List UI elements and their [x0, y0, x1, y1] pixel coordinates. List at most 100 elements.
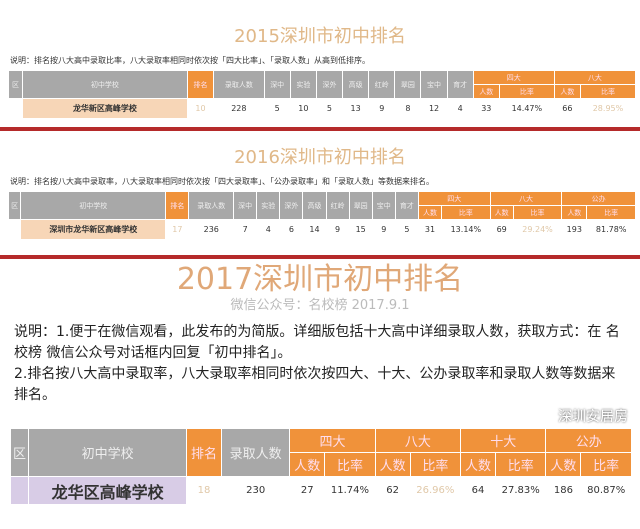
cell: 81.78%	[586, 219, 636, 240]
cell: 31	[417, 219, 443, 240]
ranking-2017: 2017深圳市初中排名 微信公众号：名校榜 2017.9.1 说明：1.便于在微…	[0, 260, 640, 529]
h: 公办	[545, 428, 632, 453]
title-2017: 2017深圳市初中排名	[176, 262, 464, 297]
school-name: 龙华新区高峰学校	[21, 98, 188, 119]
cell: 4	[256, 219, 281, 240]
h: 比率	[498, 84, 555, 99]
cell: 15	[348, 219, 373, 240]
school-name: 龙华区高峰学校	[28, 476, 188, 505]
h: 深外	[315, 70, 344, 99]
note2: 2.排名按八大高中录取率，八大录取率相同时依次按四大、十大、公办录取率和录取人数…	[14, 366, 616, 403]
cell: 14.47%	[498, 98, 555, 119]
h: 比率	[441, 205, 491, 220]
ranking-2015: 2015深圳市初中排名 说明：排名按八大高中录取比率，八大录取率相同时依次按「四…	[0, 0, 640, 127]
h: 红岭	[368, 70, 396, 99]
h: 宝中	[371, 191, 396, 220]
table-row: 龙华新区高峰学校 10 228 5 10 5 13 9 8 12 4 33 14…	[8, 98, 637, 119]
cell: 236	[188, 219, 235, 240]
table-row: 深圳市龙华新区高峰学校 17 236 7 4 6 14 9 15 9 5 31 …	[7, 219, 636, 240]
h: 初中学校	[21, 70, 188, 99]
cell: 33	[472, 98, 500, 119]
cell: 80.87%	[580, 476, 632, 505]
cell: 230	[220, 476, 291, 505]
h: 排名	[186, 70, 215, 99]
h: 实验	[289, 70, 317, 99]
cell: 9	[371, 219, 396, 240]
cell: 27.83%	[494, 476, 547, 505]
note-2016: 说明：排名按八大高中录取率，八大录取率相同时依次按「四大录取率」、「公办录取率」…	[10, 177, 434, 186]
cell: 28.95%	[579, 98, 637, 119]
h: 深外	[279, 191, 304, 220]
h: 实验	[256, 191, 281, 220]
h: 人数	[289, 452, 326, 477]
h: 红岭	[325, 191, 350, 220]
cell	[9, 476, 30, 505]
h: 八大	[374, 428, 462, 453]
h: 人数	[561, 205, 588, 220]
h: 人数	[417, 205, 443, 220]
cell: 29.24%	[512, 219, 563, 240]
notes-2017: 说明：1.便于在微信观看，此发布的为简版。详细版包括十大高中详细录取人数，获取方…	[0, 314, 640, 406]
h: 四大	[417, 191, 491, 206]
h: 人数	[472, 84, 500, 99]
cell: 9	[368, 98, 396, 119]
cell: 5	[263, 98, 291, 119]
cell: 228	[213, 98, 265, 119]
h: 比率	[579, 84, 637, 99]
divider	[0, 255, 640, 259]
h: 排名	[165, 191, 190, 220]
h: 翠园	[348, 191, 373, 220]
h: 区	[7, 191, 22, 220]
divider	[0, 127, 640, 131]
cell: 14	[302, 219, 327, 240]
subtitle-2017: 微信公众号：名校榜 2017.9.1	[230, 298, 410, 313]
h: 深中	[263, 70, 291, 99]
table-row: 龙华区高峰学校 18 230 27 11.74% 62 26.96% 64 27…	[9, 476, 632, 505]
cell: 5	[315, 98, 344, 119]
table-2016: 区 初中学校 排名 录取人数 深中 实验 深外 高级 红岭 翠园 宝中 育才 四…	[7, 191, 636, 240]
watermark-row: 深圳安居房	[0, 406, 640, 428]
cell	[7, 219, 22, 240]
h: 比率	[512, 205, 563, 220]
h: 比率	[324, 452, 376, 477]
school-name: 深圳市龙华新区高峰学校	[20, 219, 167, 240]
h: 翠园	[394, 70, 422, 99]
h: 深中	[233, 191, 258, 220]
ranking-2016: 2016深圳市初中排名 说明：排名按八大高中录取率，八大录取率相同时依次按「四大…	[0, 131, 640, 255]
cell: 64	[460, 476, 496, 505]
cell: 12	[420, 98, 448, 119]
h: 八大	[489, 191, 563, 206]
cell: 27	[289, 476, 326, 505]
note1: 说明：1.便于在微信观看，此发布的为简版。详细版包括十大高中详细录取人数，获取方…	[14, 324, 620, 361]
cell: 18	[186, 476, 222, 505]
cell: 66	[553, 98, 581, 119]
h: 比率	[409, 452, 462, 477]
h: 高级	[342, 70, 370, 99]
h: 人数	[460, 452, 496, 477]
watermark: 深圳安居房	[558, 409, 628, 425]
cell: 10	[186, 98, 215, 119]
h: 八大	[553, 70, 637, 85]
table-2015: 区 初中学校 排名 录取人数 深中 实验 深外 高级 红岭 翠园 宝中 育才 四…	[8, 70, 637, 119]
cell: 26.96%	[409, 476, 462, 505]
h: 十大	[460, 428, 547, 453]
cell: 11.74%	[324, 476, 376, 505]
h: 区	[9, 428, 30, 477]
cell: 9	[325, 219, 350, 240]
cell: 193	[561, 219, 588, 240]
cell: 62	[374, 476, 411, 505]
title-2016: 2016深圳市初中排名	[234, 147, 406, 168]
h: 比率	[494, 452, 547, 477]
h: 初中学校	[28, 428, 188, 477]
h: 人数	[374, 452, 411, 477]
h: 排名	[186, 428, 222, 477]
h: 录取人数	[213, 70, 265, 99]
h: 比率	[580, 452, 632, 477]
note-2015: 说明：排名按八大高中录取比率，八大录取率相同时依次按「四大比率」、「录取人数」从…	[10, 56, 370, 65]
cell: 13	[342, 98, 370, 119]
h: 公办	[561, 191, 636, 206]
cell: 13.14%	[441, 219, 491, 240]
cell	[8, 98, 23, 119]
h: 比率	[586, 205, 636, 220]
cell: 69	[489, 219, 514, 240]
